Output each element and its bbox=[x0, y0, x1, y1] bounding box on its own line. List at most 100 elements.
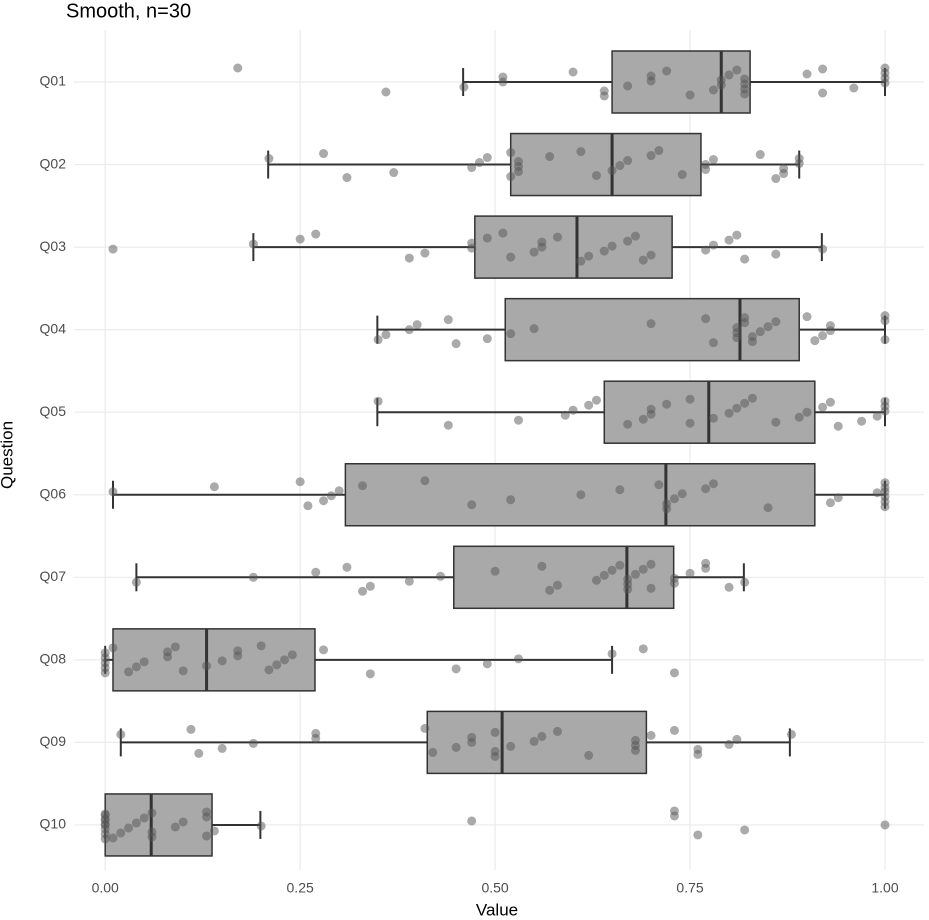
point bbox=[256, 821, 266, 831]
point bbox=[552, 232, 562, 242]
point bbox=[880, 487, 890, 497]
point bbox=[576, 256, 586, 266]
point bbox=[747, 332, 757, 342]
point bbox=[732, 230, 742, 240]
point bbox=[552, 580, 562, 590]
point bbox=[537, 237, 547, 247]
point bbox=[498, 72, 508, 82]
point bbox=[833, 421, 843, 431]
point bbox=[116, 828, 126, 838]
point bbox=[724, 582, 734, 592]
point bbox=[771, 174, 781, 184]
point bbox=[662, 399, 672, 409]
point bbox=[342, 173, 352, 183]
point bbox=[818, 64, 828, 74]
point bbox=[264, 154, 274, 164]
point bbox=[599, 570, 609, 580]
point bbox=[818, 88, 828, 98]
point bbox=[872, 411, 882, 421]
point bbox=[490, 566, 500, 576]
point bbox=[467, 238, 477, 248]
point bbox=[740, 398, 750, 408]
y-tick-label: Q02 bbox=[40, 155, 67, 171]
point bbox=[412, 320, 422, 330]
y-axis-title: Question bbox=[0, 421, 16, 489]
point bbox=[334, 486, 344, 496]
point bbox=[568, 67, 578, 77]
point bbox=[295, 477, 305, 487]
point bbox=[724, 408, 734, 418]
point bbox=[420, 476, 430, 486]
point bbox=[693, 744, 703, 754]
point bbox=[662, 499, 672, 509]
point bbox=[646, 559, 656, 569]
point bbox=[599, 246, 609, 256]
point bbox=[825, 321, 835, 331]
point bbox=[669, 725, 679, 735]
point bbox=[404, 325, 414, 335]
point bbox=[646, 319, 656, 329]
point bbox=[724, 739, 734, 749]
point bbox=[568, 405, 578, 415]
box bbox=[504, 297, 800, 362]
chart-title: Smooth, n=30 bbox=[66, 0, 191, 22]
point bbox=[404, 576, 414, 586]
point bbox=[178, 666, 188, 676]
point bbox=[638, 564, 648, 574]
point bbox=[287, 650, 297, 660]
point bbox=[529, 247, 539, 257]
point bbox=[498, 228, 508, 238]
point bbox=[646, 151, 656, 161]
point bbox=[786, 729, 796, 739]
point bbox=[428, 747, 438, 757]
point bbox=[147, 827, 157, 837]
point bbox=[311, 567, 321, 577]
point bbox=[124, 823, 134, 833]
point bbox=[810, 336, 820, 346]
point bbox=[763, 322, 773, 332]
point bbox=[233, 646, 243, 656]
point bbox=[116, 729, 126, 739]
point bbox=[186, 724, 196, 734]
point bbox=[591, 395, 601, 405]
point bbox=[732, 65, 742, 75]
point bbox=[646, 250, 656, 260]
point bbox=[740, 74, 750, 84]
point bbox=[794, 154, 804, 164]
point bbox=[506, 252, 516, 262]
point bbox=[685, 90, 695, 100]
point bbox=[194, 748, 204, 758]
point bbox=[482, 659, 492, 669]
point bbox=[560, 410, 570, 420]
point bbox=[732, 403, 742, 413]
point bbox=[311, 229, 321, 239]
point bbox=[552, 726, 562, 736]
point bbox=[701, 314, 711, 324]
point bbox=[607, 649, 617, 659]
point bbox=[708, 413, 718, 423]
point bbox=[202, 807, 212, 817]
point bbox=[615, 485, 625, 495]
point bbox=[880, 396, 890, 406]
point bbox=[217, 743, 227, 753]
point bbox=[654, 480, 664, 490]
point bbox=[630, 231, 640, 241]
point bbox=[482, 153, 492, 163]
point bbox=[545, 585, 555, 595]
point bbox=[506, 741, 516, 751]
x-tick-label: 0.00 bbox=[92, 880, 119, 896]
point bbox=[880, 335, 890, 345]
point bbox=[755, 327, 765, 337]
point bbox=[513, 654, 523, 664]
point bbox=[365, 669, 375, 679]
point bbox=[747, 393, 757, 403]
point bbox=[740, 825, 750, 835]
y-tick-label: Q01 bbox=[40, 73, 67, 89]
point bbox=[248, 572, 258, 582]
point bbox=[319, 645, 329, 655]
point bbox=[584, 251, 594, 261]
point bbox=[170, 642, 180, 652]
point bbox=[802, 407, 812, 417]
point bbox=[646, 730, 656, 740]
